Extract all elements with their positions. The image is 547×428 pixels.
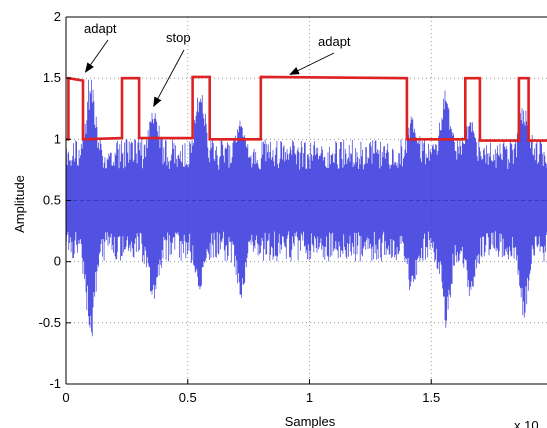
annotation-arrow [84,39,109,73]
annotation-label: adapt [318,34,351,49]
x-exponent-label: x 10 [514,418,539,428]
annotation-label: stop [166,30,191,45]
adaptation-series [66,75,547,142]
y-tick-label: 0 [54,254,61,269]
x-tick-label: 1.5 [422,390,440,405]
annotation-arrow [153,49,185,108]
x-tick-label: 0.5 [179,390,197,405]
annotation-label: adapt [84,21,117,36]
axes: 0 0.5 1 1.5 -1 -0.5 0 0.5 1 1.5 2 [39,9,547,405]
y-tick-label: -1 [49,376,61,391]
y-tick-label: 0.5 [43,193,61,208]
annotation-arrow [289,52,335,75]
y-axis-label: Amplitude [12,175,27,233]
x-tick-label: 1 [306,390,313,405]
adaptation-state-line [66,75,547,142]
x-tick-label: 0 [62,390,69,405]
y-tick-label: 1.5 [43,70,61,85]
y-tick-label: -0.5 [39,315,61,330]
y-tick-label: 1 [54,131,61,146]
x-axis-label: Samples [285,414,336,428]
y-tick-label: 2 [54,9,61,24]
annotations: adapt stop adapt [84,21,351,108]
